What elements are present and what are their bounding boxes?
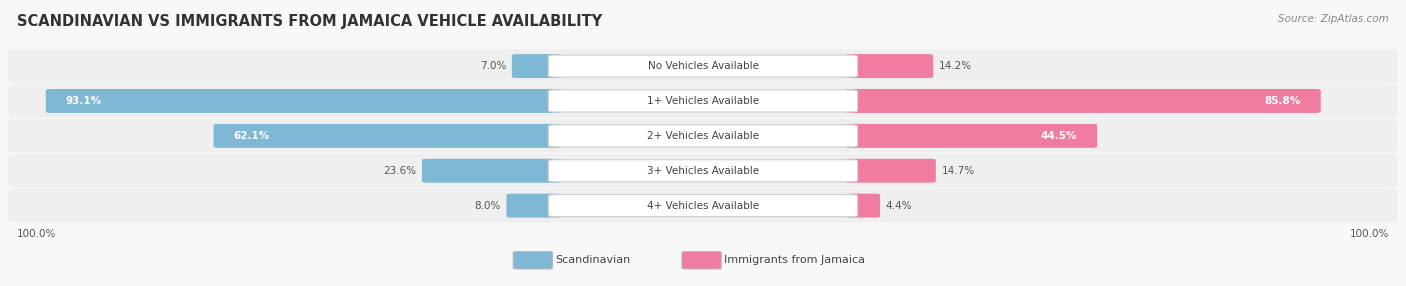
Text: 7.0%: 7.0% [479,61,506,71]
Text: 3+ Vehicles Available: 3+ Vehicles Available [647,166,759,176]
Text: No Vehicles Available: No Vehicles Available [648,61,758,71]
Text: Immigrants from Jamaica: Immigrants from Jamaica [724,255,865,265]
Text: 93.1%: 93.1% [66,96,101,106]
FancyBboxPatch shape [845,124,1097,148]
Text: 62.1%: 62.1% [233,131,270,141]
Text: 85.8%: 85.8% [1265,96,1301,106]
FancyBboxPatch shape [548,90,858,112]
FancyBboxPatch shape [8,49,1398,83]
FancyBboxPatch shape [845,159,936,183]
FancyBboxPatch shape [845,194,880,218]
FancyBboxPatch shape [8,154,1398,188]
Text: 4+ Vehicles Available: 4+ Vehicles Available [647,201,759,210]
FancyBboxPatch shape [46,89,561,113]
Text: 8.0%: 8.0% [474,201,501,210]
FancyBboxPatch shape [8,84,1398,118]
FancyBboxPatch shape [845,54,934,78]
FancyBboxPatch shape [513,252,553,269]
FancyBboxPatch shape [548,55,858,77]
Text: 100.0%: 100.0% [17,229,56,239]
Text: 100.0%: 100.0% [1350,229,1389,239]
Text: 14.2%: 14.2% [939,61,972,71]
FancyBboxPatch shape [845,89,1320,113]
Text: 4.4%: 4.4% [886,201,912,210]
Text: 44.5%: 44.5% [1040,131,1077,141]
FancyBboxPatch shape [8,119,1398,153]
FancyBboxPatch shape [506,194,561,218]
Text: SCANDINAVIAN VS IMMIGRANTS FROM JAMAICA VEHICLE AVAILABILITY: SCANDINAVIAN VS IMMIGRANTS FROM JAMAICA … [17,14,602,29]
FancyBboxPatch shape [548,125,858,147]
Text: Scandinavian: Scandinavian [555,255,631,265]
FancyBboxPatch shape [548,194,858,217]
Text: 2+ Vehicles Available: 2+ Vehicles Available [647,131,759,141]
Text: Source: ZipAtlas.com: Source: ZipAtlas.com [1278,14,1389,24]
FancyBboxPatch shape [8,189,1398,223]
Text: 23.6%: 23.6% [384,166,416,176]
Text: 1+ Vehicles Available: 1+ Vehicles Available [647,96,759,106]
FancyBboxPatch shape [548,160,858,182]
FancyBboxPatch shape [214,124,561,148]
Text: 14.7%: 14.7% [942,166,974,176]
FancyBboxPatch shape [512,54,561,78]
FancyBboxPatch shape [682,252,721,269]
FancyBboxPatch shape [422,159,561,183]
